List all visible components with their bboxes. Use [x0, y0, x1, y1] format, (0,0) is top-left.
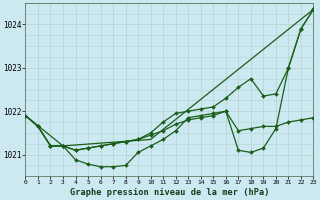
X-axis label: Graphe pression niveau de la mer (hPa): Graphe pression niveau de la mer (hPa) — [70, 188, 269, 197]
